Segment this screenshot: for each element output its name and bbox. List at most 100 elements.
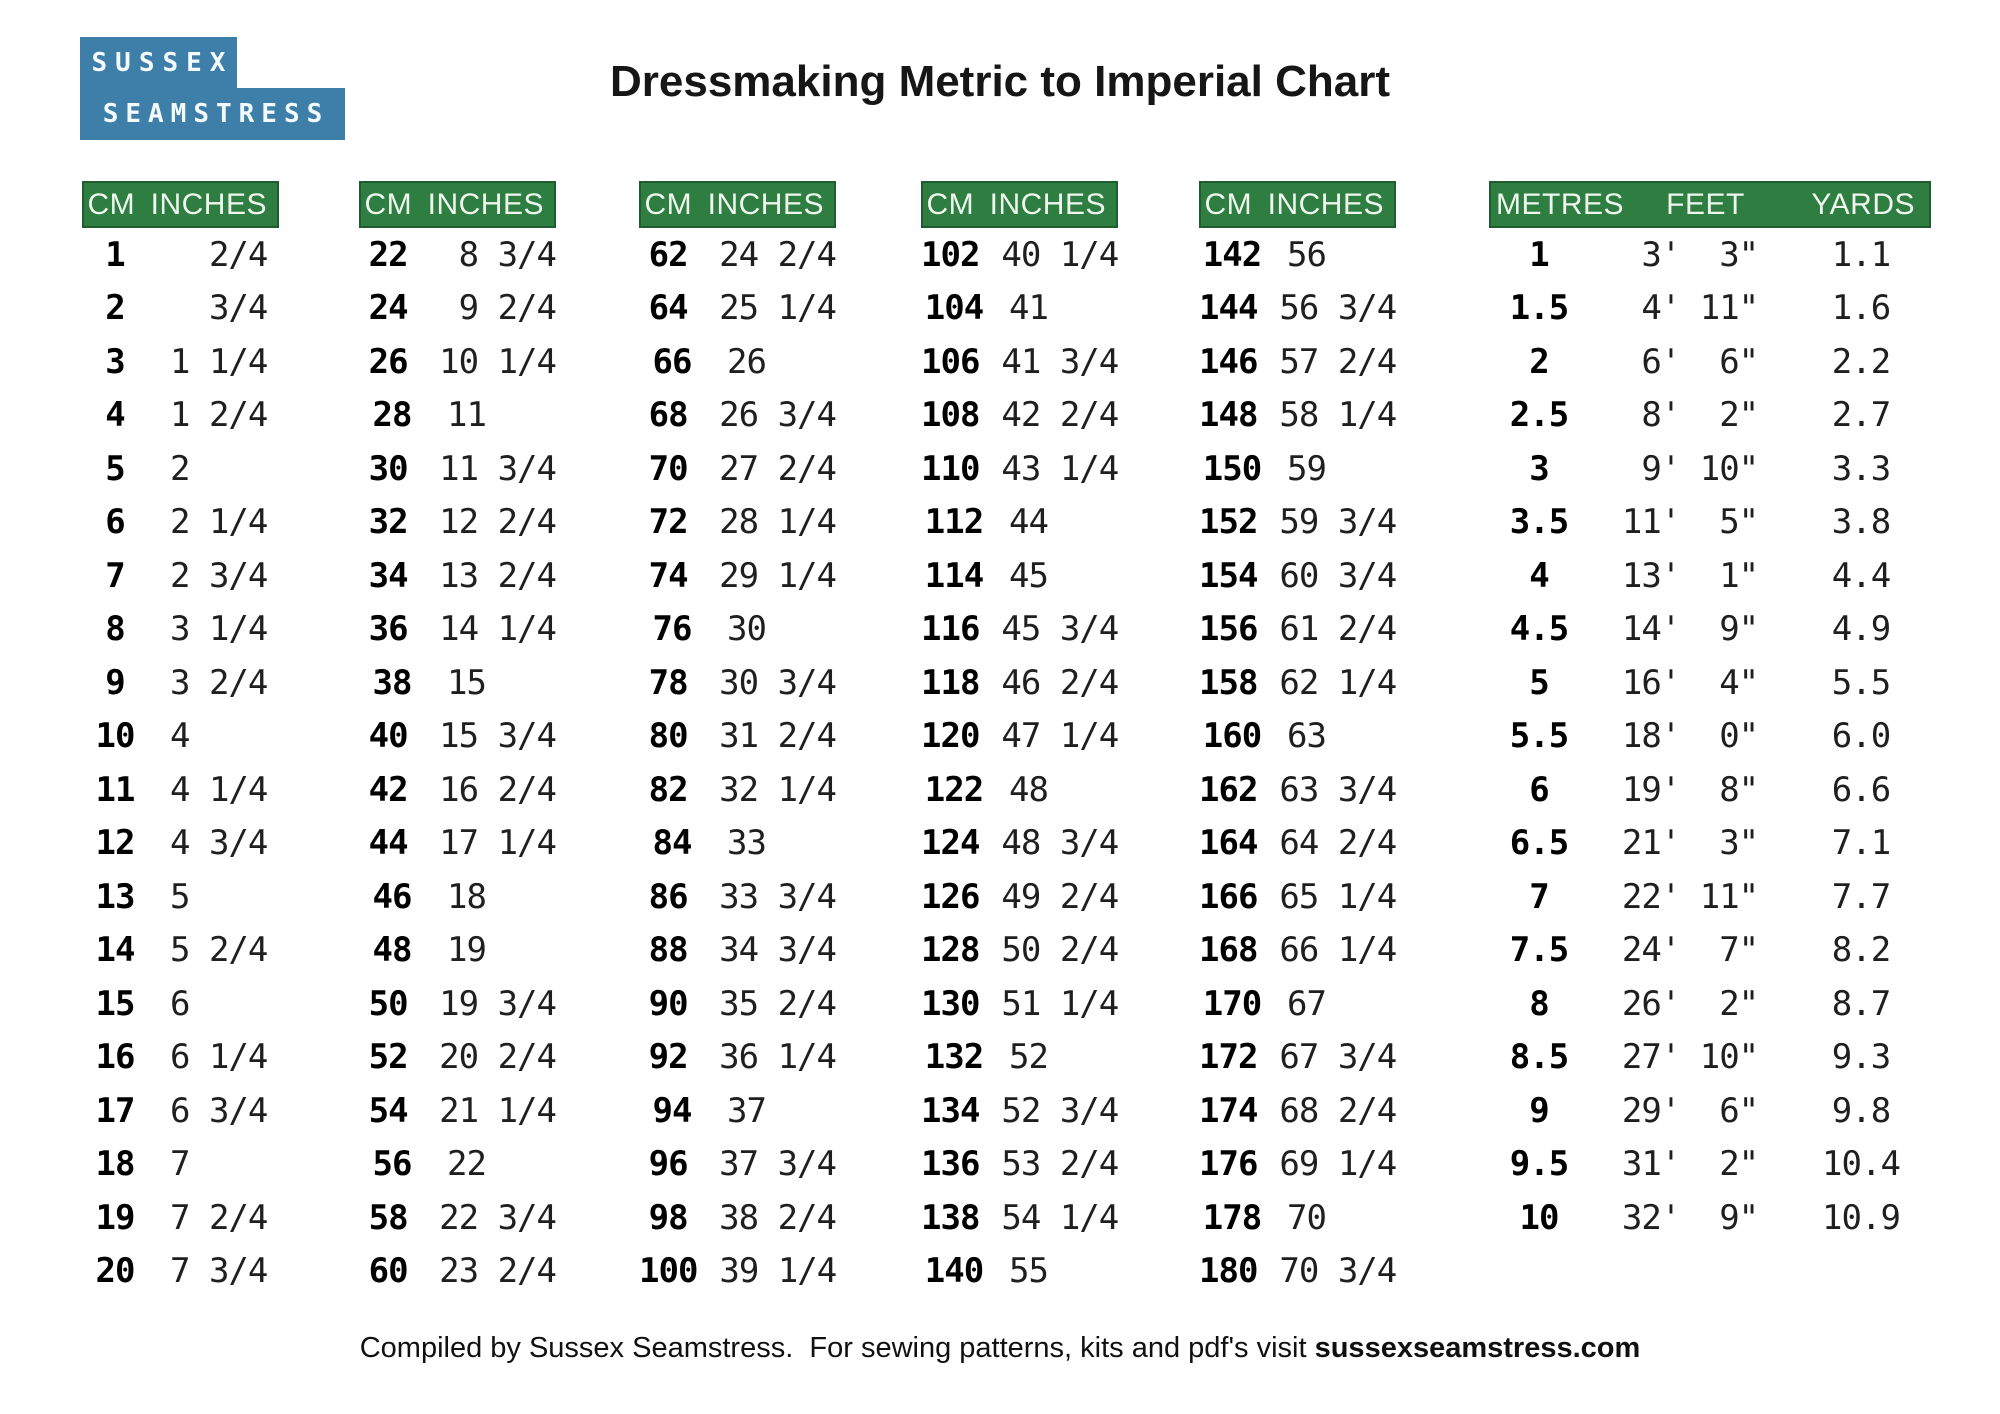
cm-value: 18	[95, 1144, 136, 1185]
cm-value: 14	[95, 930, 136, 971]
metres-value: 3.5	[1509, 502, 1569, 543]
table-row: 102 40 1/4	[921, 228, 1119, 282]
table-row: 18 7	[82, 1138, 279, 1192]
cm-value: 76	[652, 609, 693, 650]
cm-value: 126	[921, 876, 980, 917]
table-row: 24 9 2/4	[359, 282, 557, 336]
table-row: 1.5 4' 11" 1.6	[1489, 282, 1931, 336]
cm-value: 78	[648, 662, 689, 703]
metres-value: 10	[1519, 1197, 1560, 1238]
cm-value: 128	[921, 930, 980, 971]
cm-value: 64	[648, 288, 689, 329]
table-row: 128 50 2/4	[921, 924, 1119, 978]
cm-value: 92	[648, 1037, 689, 1078]
cm-value: 164	[1199, 823, 1258, 864]
inches-value: 40 1/4	[1001, 234, 1119, 275]
table-header: CM INCHES	[1199, 181, 1396, 228]
table-row: 76 30	[639, 603, 836, 657]
table-row: 11 4 1/4	[82, 763, 279, 817]
cm-value: 84	[652, 823, 693, 864]
table-row: 64 25 1/4	[639, 282, 837, 336]
table-row: 106 41 3/4	[921, 335, 1119, 389]
page-title: Dressmaking Metric to Imperial Chart	[609, 57, 1390, 106]
table-row: 138 54 1/4	[921, 1191, 1119, 1245]
inches-header-label: INCHES	[150, 187, 267, 221]
table-row: 2 6' 6" 2.2	[1489, 335, 1931, 389]
cm-value: 56	[372, 1144, 413, 1185]
inches-value: 18	[447, 876, 487, 917]
cm-value: 22	[368, 234, 409, 275]
inches-value: 14 1/4	[439, 609, 557, 650]
logo: SUSSEX SEAMSTRESS	[80, 37, 345, 140]
metres-table: METRES FEET YARDS 1 3' 3" 1.1 1.5 4' 11" 1.6 2 …	[1489, 181, 1931, 1245]
table-row: 8 3 1/4	[82, 603, 279, 657]
cm-value: 142	[1202, 234, 1262, 275]
feet-value: 24' 7"	[1621, 930, 1759, 971]
inches-value: 32 1/4	[719, 769, 837, 810]
feet-value: 9' 10"	[1621, 448, 1759, 489]
table-row: 166 65 1/4	[1199, 870, 1397, 924]
cm-value: 90	[648, 983, 689, 1024]
table-row: 130 51 1/4	[921, 977, 1119, 1031]
feet-value: 31' 2"	[1621, 1144, 1759, 1185]
inches-value: 49 2/4	[1001, 876, 1119, 917]
yards-value: 7.1	[1831, 823, 1891, 864]
table-row: 158 62 1/4	[1199, 656, 1397, 710]
yards-value: 10.4	[1822, 1144, 1901, 1185]
inches-value: 59	[1287, 448, 1327, 489]
inches-value: 67 3/4	[1279, 1037, 1397, 1078]
inches-value: 44	[1009, 502, 1049, 543]
inches-value: 15	[447, 662, 487, 703]
inches-value: 41	[1009, 288, 1049, 329]
cm-value: 58	[368, 1197, 409, 1238]
cm-value: 88	[648, 930, 689, 971]
inches-value: 45 3/4	[1001, 609, 1119, 650]
cm-value: 112	[924, 502, 984, 543]
inches-value: 19 3/4	[439, 983, 557, 1024]
inches-value: 4 1/4	[170, 769, 268, 810]
inches-value: 13 2/4	[439, 555, 557, 596]
inches-value: 36 1/4	[719, 1037, 837, 1078]
cm-value: 20	[95, 1251, 136, 1292]
inches-value: 2 1/4	[170, 502, 268, 543]
cm-value: 44	[368, 823, 409, 864]
table-row: 9 29' 6" 9.8	[1489, 1084, 1931, 1138]
inches-value: 59 3/4	[1279, 502, 1397, 543]
cm-value: 116	[921, 609, 980, 650]
inches-value: 26	[727, 341, 767, 382]
yards-value: 3.3	[1831, 448, 1891, 489]
cm-value: 100	[639, 1251, 698, 1292]
yards-header-label: YARDS	[1811, 187, 1915, 221]
cm-value: 106	[921, 341, 980, 382]
feet-value: 26' 2"	[1621, 983, 1759, 1024]
cm-value: 96	[648, 1144, 689, 1185]
inches-value: 30	[727, 609, 767, 650]
table-header: CM INCHES	[359, 181, 556, 228]
inches-value: 3/4	[170, 288, 268, 329]
yards-value: 6.0	[1831, 716, 1891, 757]
inches-value: 63 3/4	[1279, 769, 1397, 810]
table-row: 12 4 3/4	[82, 817, 279, 871]
table-row: 58 22 3/4	[359, 1191, 557, 1245]
cm-value: 11	[95, 769, 136, 810]
table-row: 180 70 3/4	[1199, 1245, 1397, 1299]
table-row: 174 68 2/4	[1199, 1084, 1397, 1138]
table-row: 4.5 14' 9" 4.9	[1489, 603, 1931, 657]
inches-value: 11	[447, 395, 487, 436]
table-row: 20 7 3/4	[82, 1245, 279, 1299]
cm-value: 132	[924, 1037, 984, 1078]
cm-value: 1	[105, 234, 125, 275]
logo-line-seamstress: SEAMSTRESS	[80, 88, 345, 140]
table-row: 110 43 1/4	[921, 442, 1119, 496]
inches-value: 52 3/4	[1001, 1090, 1119, 1131]
cm-value: 176	[1199, 1144, 1258, 1185]
cm-value: 60	[368, 1251, 409, 1292]
cm-value: 26	[368, 341, 409, 382]
table-row: 34 13 2/4	[359, 549, 557, 603]
cm-value: 110	[921, 448, 980, 489]
inches-value: 5	[170, 876, 191, 917]
inches-value: 27 2/4	[719, 448, 837, 489]
cm-value: 36	[368, 609, 409, 650]
table-row: 70 27 2/4	[639, 442, 837, 496]
